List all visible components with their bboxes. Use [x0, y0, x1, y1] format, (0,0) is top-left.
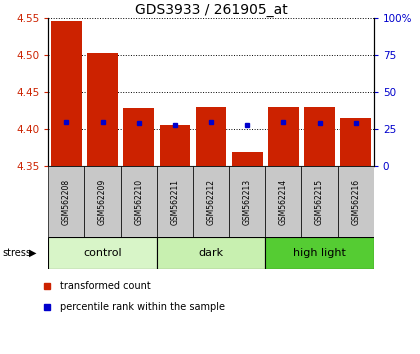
Bar [84, 166, 121, 237]
Bar [48, 166, 84, 237]
Text: transformed count: transformed count [60, 281, 151, 291]
Bar [265, 237, 374, 269]
Bar [265, 166, 302, 237]
Text: ▶: ▶ [29, 248, 36, 258]
Text: GSM562214: GSM562214 [279, 179, 288, 225]
Bar [340, 118, 371, 166]
Text: GSM562216: GSM562216 [351, 179, 360, 225]
Text: stress: stress [2, 248, 31, 258]
Bar [268, 107, 299, 166]
Bar [157, 237, 265, 269]
Bar [232, 152, 262, 166]
Bar [48, 237, 157, 269]
Text: percentile rank within the sample: percentile rank within the sample [60, 302, 225, 312]
Title: GDS3933 / 261905_at: GDS3933 / 261905_at [135, 3, 287, 17]
Text: high light: high light [293, 248, 346, 258]
Text: GSM562208: GSM562208 [62, 179, 71, 225]
Text: GSM562212: GSM562212 [207, 179, 215, 225]
Text: GSM562215: GSM562215 [315, 179, 324, 225]
Bar [196, 107, 226, 166]
Bar [51, 21, 82, 166]
Bar [157, 166, 193, 237]
Bar [338, 166, 374, 237]
Bar [193, 166, 229, 237]
Text: control: control [83, 248, 122, 258]
Text: GSM562211: GSM562211 [171, 179, 179, 225]
Bar [160, 125, 190, 166]
Bar [229, 166, 265, 237]
Text: dark: dark [199, 248, 223, 258]
Text: GSM562210: GSM562210 [134, 179, 143, 225]
Bar [302, 166, 338, 237]
Bar [87, 53, 118, 166]
Text: GSM562209: GSM562209 [98, 179, 107, 225]
Bar [121, 166, 157, 237]
Bar [123, 108, 154, 166]
Bar [304, 107, 335, 166]
Text: GSM562213: GSM562213 [243, 179, 252, 225]
